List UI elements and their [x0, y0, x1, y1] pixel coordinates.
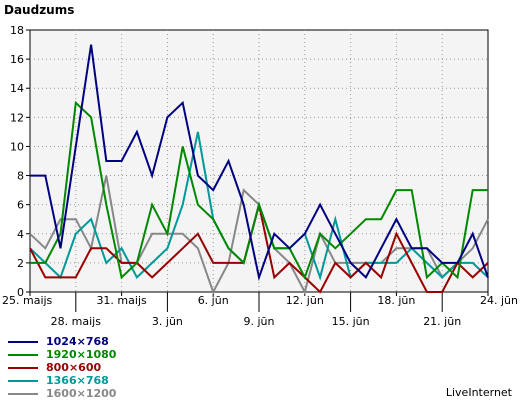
legend-label: 1024×768: [46, 335, 109, 348]
x-tick-label: 21. jūn: [423, 315, 461, 328]
legend-item: 1024×768: [8, 335, 116, 348]
x-tick-label: 9. jūn: [244, 315, 275, 328]
legend-item: 1366×768: [8, 374, 116, 387]
y-tick-label: 4: [17, 228, 24, 241]
legend-label: 1366×768: [46, 374, 109, 387]
x-tick-label: 24. jūn: [480, 294, 518, 307]
x-tick-label: 6. jūn: [198, 294, 229, 307]
x-tick-label: 15. jūn: [332, 315, 370, 328]
x-tick-label: 12. jūn: [286, 294, 324, 307]
brand-label: LiveInternet: [445, 386, 512, 399]
y-tick-label: 0: [17, 286, 24, 299]
y-axis-label: Daudzums: [4, 3, 74, 17]
legend-swatch: [8, 366, 38, 369]
x-tick-label: 31. maijs: [96, 294, 147, 307]
y-tick-label: 6: [17, 199, 24, 212]
legend-label: 1920×1080: [46, 348, 117, 361]
series-line: [30, 44, 489, 282]
legend-label: 800×600: [46, 361, 102, 374]
legend-swatch: [8, 379, 38, 382]
x-tick-label: 28. maijs: [51, 315, 102, 328]
legend-swatch: [8, 392, 38, 395]
x-tick-label: 18. jūn: [377, 294, 415, 307]
y-tick-label: 2: [17, 257, 24, 270]
x-axis-ticks: 25. maijs 28. maijs 31. maijs 3. jūn 6. jūn 9…: [2, 292, 518, 328]
legend-label: 1600×1200: [46, 387, 117, 400]
series-lines: [29, 44, 489, 295]
y-tick-label: 16: [10, 53, 24, 66]
x-tick-label: 3. jūn: [152, 315, 183, 328]
y-tick-label: 10: [10, 140, 24, 153]
y-tick-label: 12: [10, 111, 24, 124]
legend-item: 1920×1080: [8, 348, 116, 361]
y-axis-ticks: 0 2 4 6 8 10 12 14 16 18: [10, 24, 30, 299]
legend-swatch: [8, 353, 38, 356]
legend-item: 800×600: [8, 361, 116, 374]
y-tick-label: 8: [17, 170, 24, 183]
legend-item: 1600×1200: [8, 387, 116, 400]
y-tick-label: 14: [10, 82, 24, 95]
legend-swatch: [8, 340, 38, 343]
legend: 1024×768 1920×1080 800×600 1366×768 1600×120…: [8, 335, 116, 400]
series-line: [30, 100, 488, 280]
x-tick-label: 25. maijs: [2, 294, 53, 307]
y-tick-label: 18: [10, 24, 24, 37]
